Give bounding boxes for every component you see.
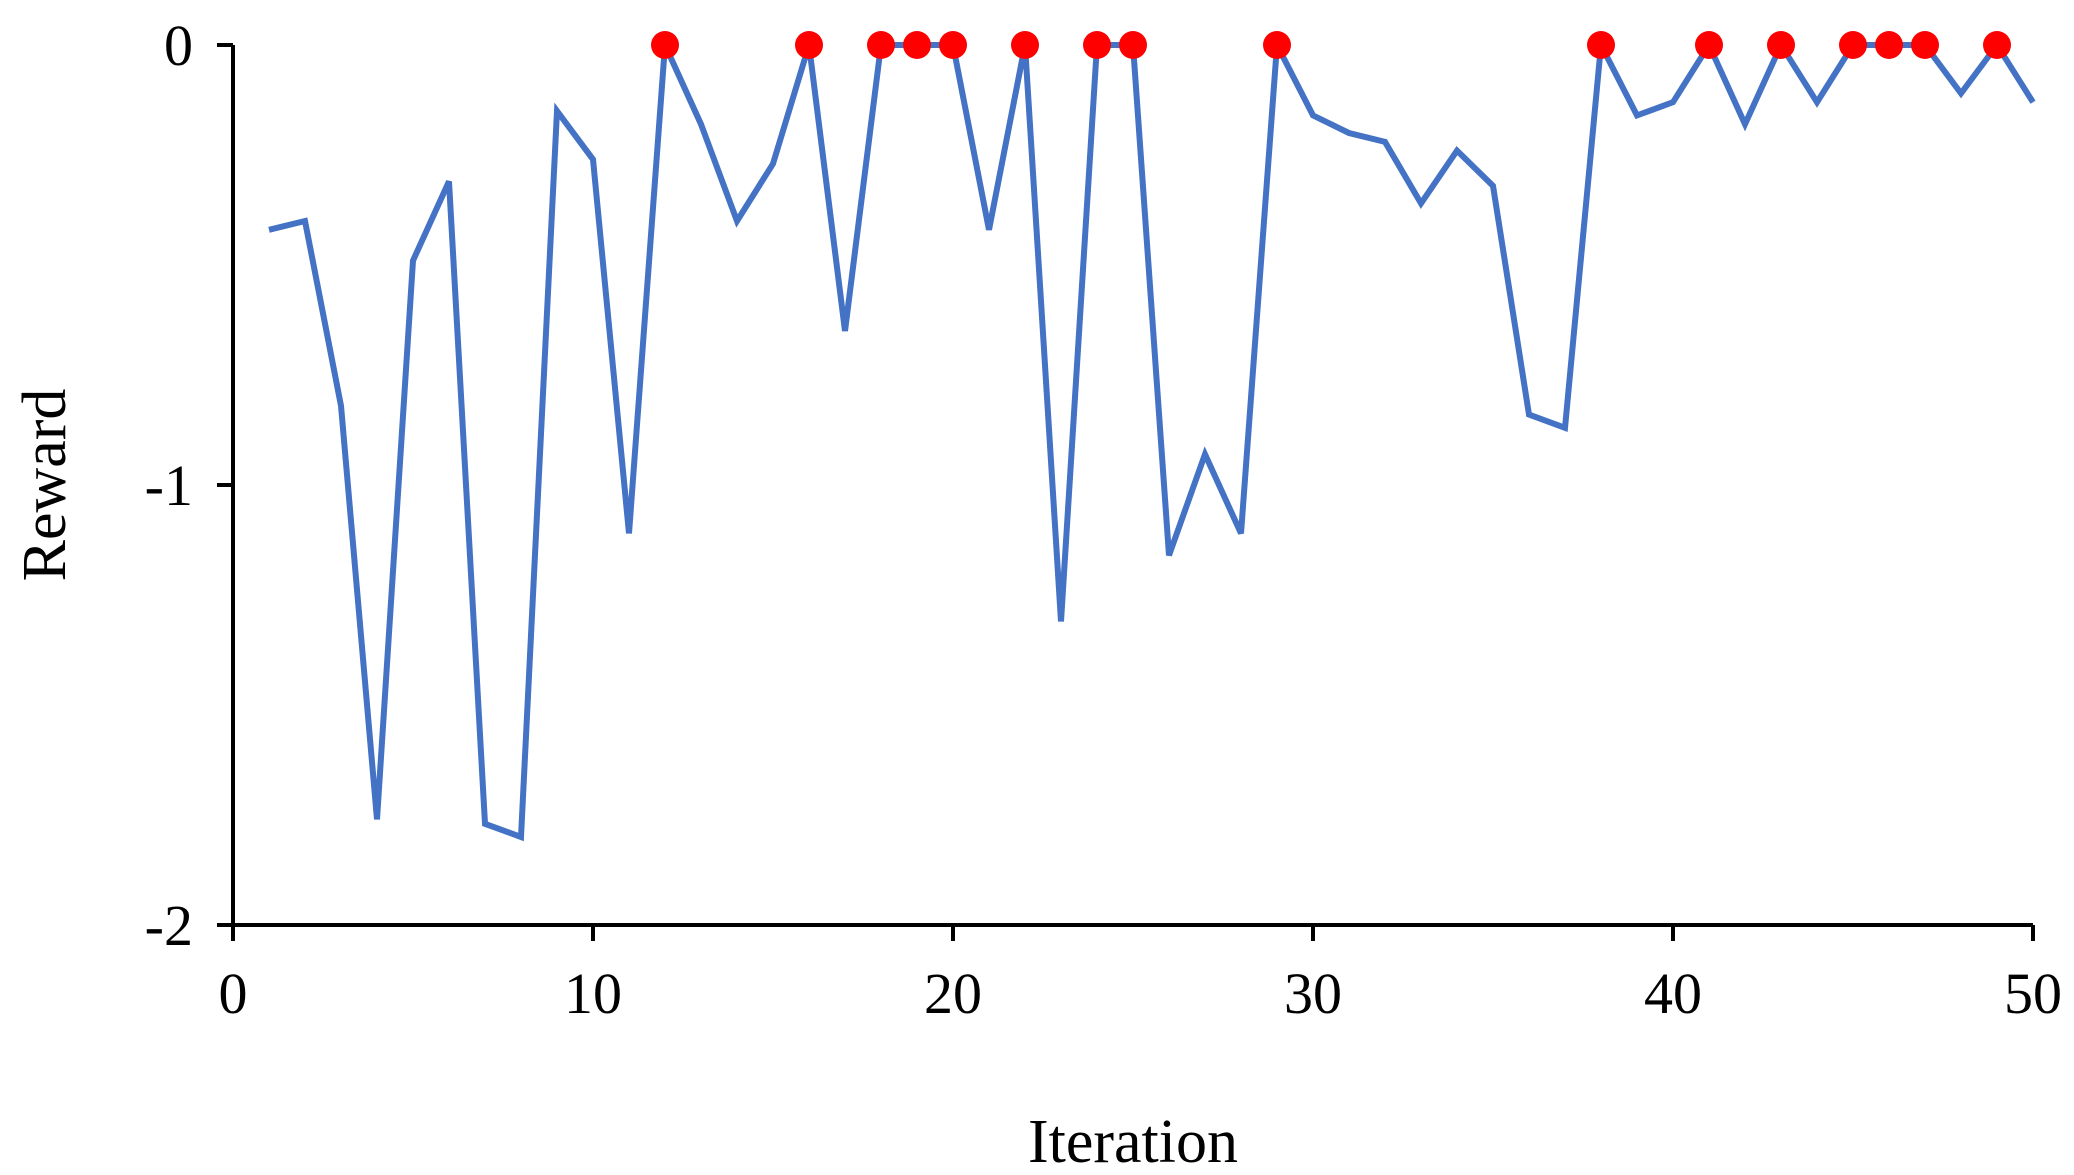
highlight-point	[651, 31, 679, 59]
x-tick-label: 0	[219, 961, 248, 1026]
highlight-point	[939, 31, 967, 59]
x-axis-title: Iteration	[1028, 1108, 1238, 1175]
reward-series-line	[268, 34, 2036, 842]
y-tick-label: -1	[145, 453, 193, 518]
y-axis-title: Reward	[11, 389, 79, 582]
x-tick-label: 40	[1644, 961, 1702, 1026]
highlight-point	[903, 31, 931, 59]
y-tick-label: 0	[164, 13, 193, 78]
highlight-point	[867, 31, 895, 59]
highlight-point	[1875, 31, 1903, 59]
highlight-point	[1011, 31, 1039, 59]
x-tick-label: 50	[2004, 961, 2062, 1026]
highlight-point	[1119, 31, 1147, 59]
plot-area	[268, 31, 2036, 842]
highlight-point	[1983, 31, 2011, 59]
highlight-point	[1263, 31, 1291, 59]
x-tick-label: 10	[564, 961, 622, 1026]
highlight-point	[795, 31, 823, 59]
x-tick-label: 20	[924, 961, 982, 1026]
highlight-point	[1839, 31, 1867, 59]
axes	[231, 45, 2033, 927]
highlight-point	[1695, 31, 1723, 59]
highlight-point	[1767, 31, 1795, 59]
y-tick-label: -2	[145, 893, 193, 958]
highlight-point	[1083, 31, 1111, 59]
x-tick-label: 30	[1284, 961, 1342, 1026]
ticks: 0 -1 -2 0 10 20 30 40 50	[145, 13, 2062, 1026]
highlight-point	[1587, 31, 1615, 59]
highlight-point	[1911, 31, 1939, 59]
